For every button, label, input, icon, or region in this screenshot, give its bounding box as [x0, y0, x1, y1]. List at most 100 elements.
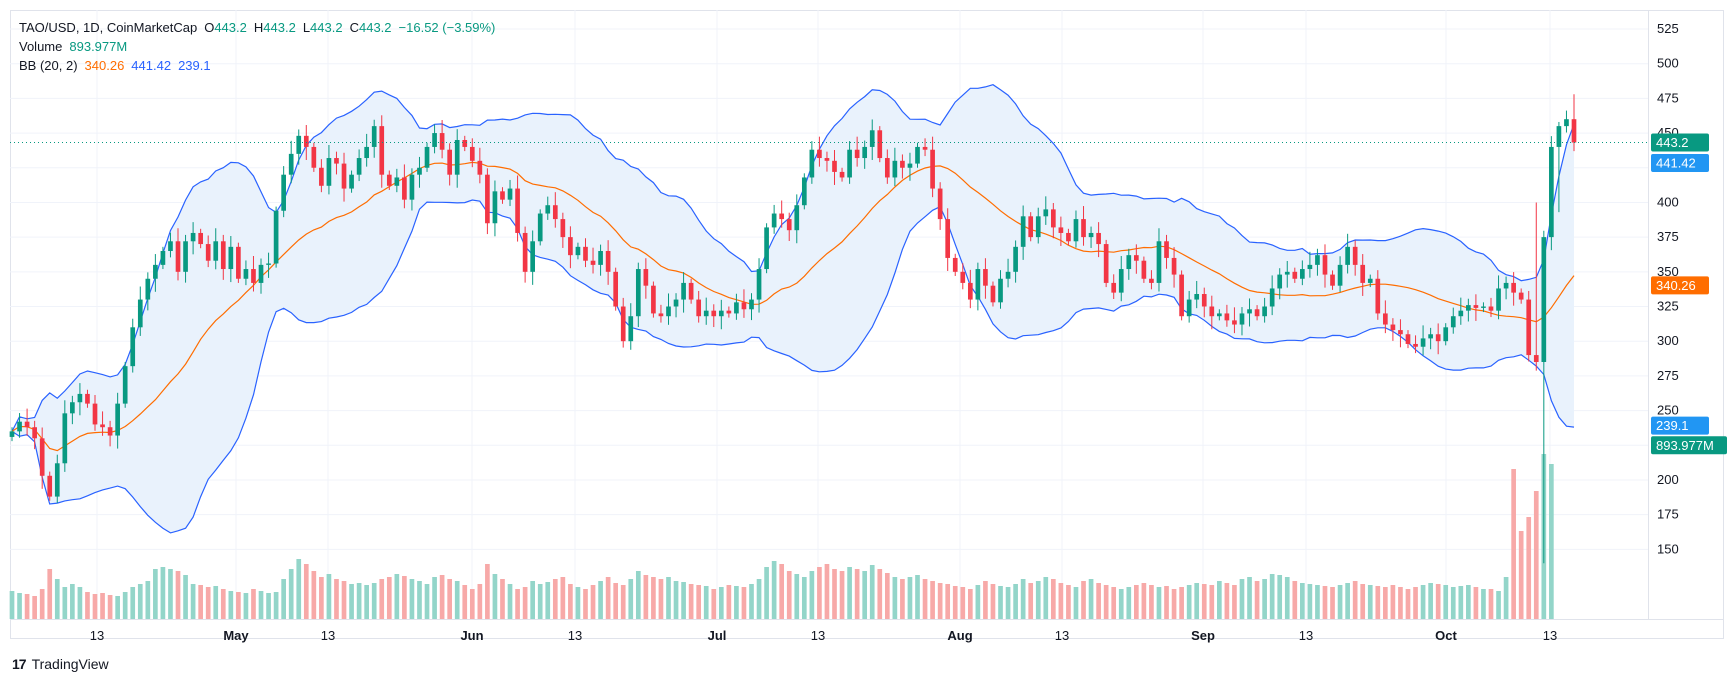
- volume-bar: [937, 583, 943, 619]
- volume-bar: [39, 589, 45, 619]
- time-axis[interactable]: 13 May 13 Jun 13 Jul 13 Aug 13 Sep 13 Oct 13: [90, 628, 1557, 643]
- volume-bar: [1111, 587, 1117, 619]
- price-tags: 443.2 441.42 340.26 239.1 893.977M: [1651, 133, 1727, 455]
- candle-body: [847, 149, 852, 178]
- tradingview-footer[interactable]: 17 TradingView: [12, 656, 109, 672]
- candle-body: [862, 146, 868, 159]
- bb-label: BB (20, 2): [19, 58, 78, 73]
- close-key: C: [349, 20, 359, 35]
- candle-body: [469, 146, 475, 161]
- candle-body: [764, 227, 769, 270]
- candle-body: [817, 149, 822, 159]
- price-tag-label: 893.977M: [1656, 438, 1714, 453]
- candle-body: [998, 278, 1003, 303]
- x-tick-label: 13: [321, 628, 335, 643]
- candle-body: [183, 241, 188, 272]
- volume-bar: [1020, 579, 1026, 619]
- volume-bar: [1133, 585, 1139, 619]
- candle-body: [1420, 338, 1426, 347]
- candle-body: [930, 149, 935, 189]
- low-key: L: [302, 20, 311, 35]
- candle-body: [62, 413, 68, 464]
- volume-bar: [1126, 587, 1132, 619]
- candle-body: [1239, 313, 1245, 325]
- volume-bar: [17, 593, 22, 619]
- volume-bar: [900, 579, 905, 619]
- candle-body: [877, 130, 883, 159]
- candle-body: [243, 269, 249, 279]
- volume-bar: [1186, 585, 1192, 619]
- candle-body: [319, 167, 324, 186]
- candle-body: [273, 210, 279, 264]
- symbol-label[interactable]: TAO/USD, 1D, CoinMarketCap: [19, 20, 198, 35]
- candle-body: [1541, 237, 1547, 362]
- price-tag-label: 443.2: [1656, 135, 1689, 150]
- volume-bar: [952, 586, 958, 619]
- candle-body: [1405, 334, 1411, 344]
- volume-bar: [1284, 577, 1290, 619]
- candle-body: [1171, 257, 1177, 275]
- candle-body: [1179, 274, 1184, 317]
- volume-bar: [251, 589, 256, 619]
- volume-bar: [1156, 587, 1162, 619]
- volume-bar: [1443, 585, 1449, 619]
- volume-bar: [824, 564, 830, 619]
- candle-body: [522, 232, 528, 272]
- candle-body: [1435, 334, 1441, 342]
- candle-body: [198, 232, 203, 245]
- candle-body: [1254, 309, 1260, 317]
- volume-bar: [658, 579, 664, 619]
- price-tag-volume: [1651, 436, 1727, 455]
- chart-border: [10, 10, 1724, 639]
- volume-bar: [334, 579, 339, 619]
- volume-bar: [371, 583, 377, 619]
- candle-body: [1488, 306, 1494, 311]
- candle-body: [1300, 269, 1305, 279]
- candle-body: [1481, 306, 1486, 308]
- volume-bar: [168, 569, 173, 619]
- x-tick-label: 13: [811, 628, 825, 643]
- tradingview-logo-icon: 17: [12, 656, 27, 672]
- candle-body: [1020, 216, 1026, 247]
- volume-bar: [47, 569, 53, 619]
- candle-body: [854, 149, 860, 159]
- volume-bar: [681, 582, 686, 619]
- volume-bar: [386, 577, 392, 619]
- candle-body: [1005, 271, 1011, 279]
- candle-body: [568, 237, 573, 256]
- candle-body: [613, 271, 619, 307]
- candle-body: [673, 299, 679, 307]
- candle-body: [832, 160, 837, 172]
- x-tick-label: Oct: [1435, 628, 1457, 643]
- candle-body: [1533, 355, 1539, 362]
- candle-body: [560, 219, 566, 238]
- candle-body: [1081, 219, 1086, 238]
- legend-volume-row[interactable]: Volume 893.977M: [19, 37, 495, 56]
- volume-bar: [1450, 587, 1456, 619]
- candle-body: [666, 306, 671, 317]
- candle-body: [1111, 282, 1117, 293]
- candle-body: [635, 269, 641, 317]
- x-tick-label: Aug: [947, 628, 972, 643]
- volume-bar: [568, 584, 573, 619]
- volume-bar: [1533, 491, 1539, 619]
- bb-basis-line: [11, 161, 1575, 452]
- candle-body: [349, 174, 354, 189]
- legend-bb-row[interactable]: BB (20, 2) 340.26 441.42 239.1: [19, 56, 495, 75]
- candle-body: [100, 424, 105, 428]
- candle-body: [1224, 313, 1230, 321]
- volume-bar: [998, 586, 1003, 619]
- candle-body: [967, 282, 973, 300]
- candle-body: [379, 126, 385, 175]
- volume-bar: [854, 569, 860, 619]
- candle-body: [77, 393, 83, 403]
- volume-bar: [696, 585, 702, 619]
- candle-body: [1292, 271, 1298, 279]
- candle-body: [17, 421, 22, 432]
- candle-body: [869, 130, 875, 147]
- volume-bar: [24, 594, 30, 619]
- volume-bar: [1420, 585, 1426, 619]
- volume-bar: [160, 567, 166, 619]
- volume-bar: [537, 584, 543, 619]
